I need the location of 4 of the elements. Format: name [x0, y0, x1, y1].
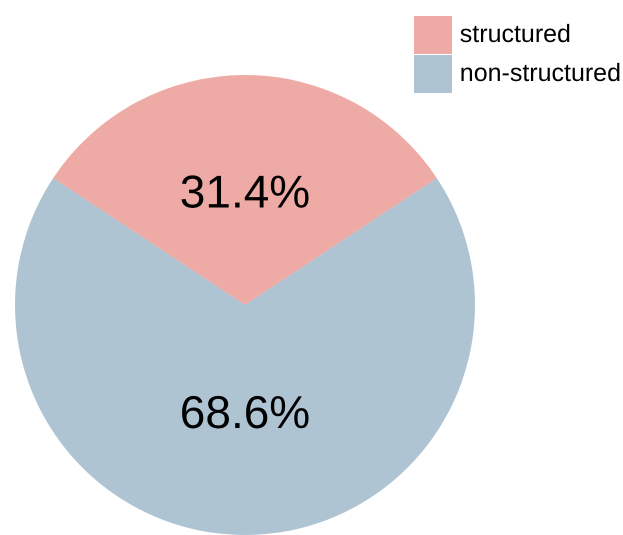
- data-label: 68.6%: [180, 386, 310, 438]
- legend-label: non-structured: [460, 59, 621, 88]
- data-label: 31.4%: [180, 165, 310, 218]
- legend-label: structured: [460, 20, 571, 49]
